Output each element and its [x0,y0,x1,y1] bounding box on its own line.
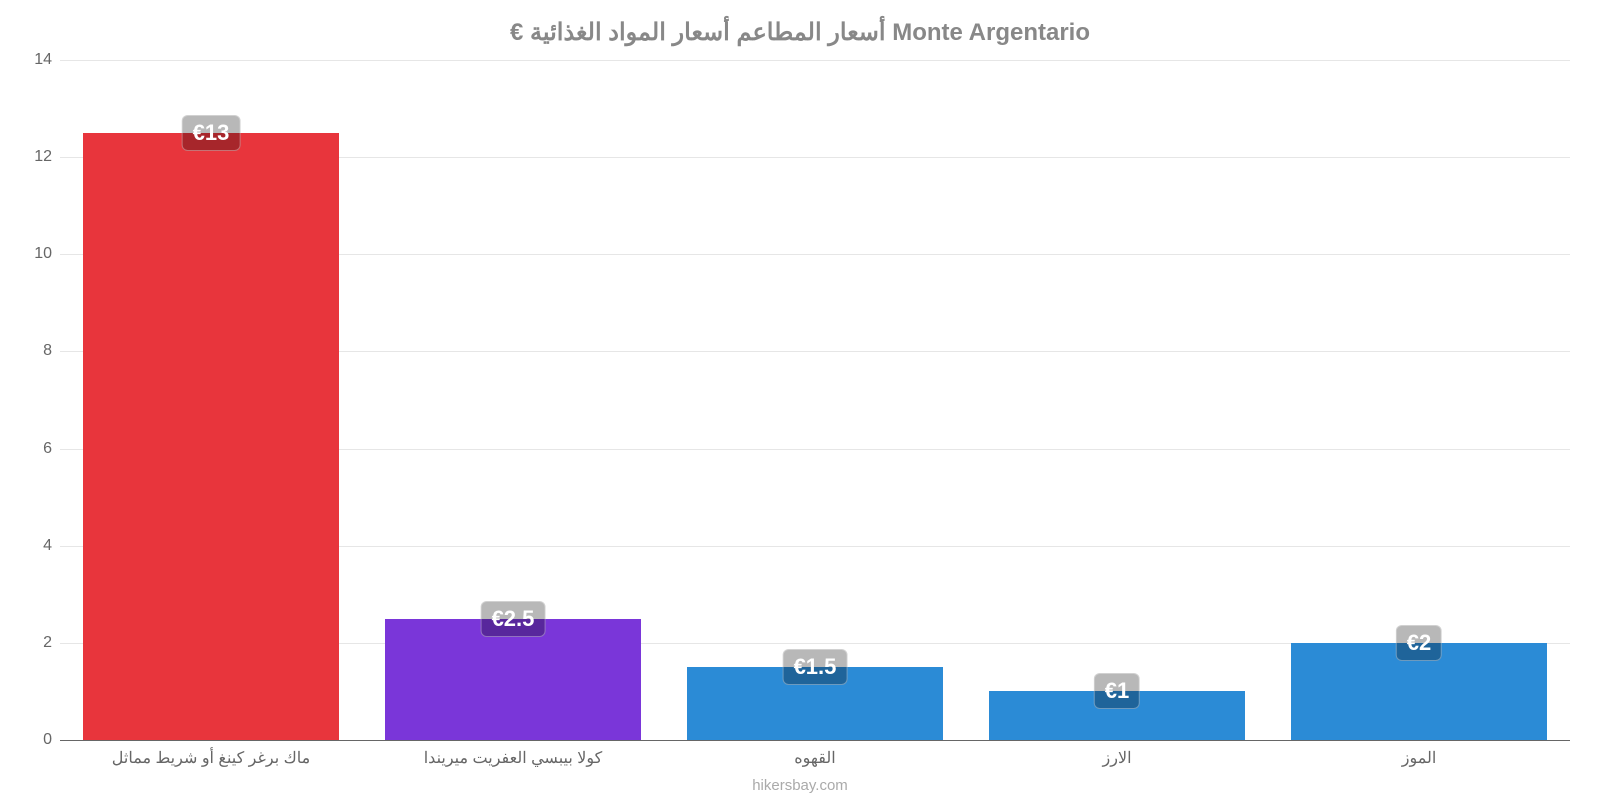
bar-value-label: €13 [182,115,241,151]
chart-container: Monte Argentario أسعار المطاعم أسعار الم… [0,0,1600,800]
y-tick-label: 2 [43,634,52,652]
y-tick-label: 0 [43,731,52,749]
bar: €1.5 [687,667,944,740]
bar: €13 [83,133,340,740]
x-tick-label: الموز [1402,748,1437,768]
bar: €2.5 [385,619,642,740]
y-tick-label: 8 [43,342,52,360]
bar-value-label: €2.5 [481,601,546,637]
bar: €1 [989,691,1246,740]
gridline [60,60,1570,61]
y-tick-label: 14 [34,51,52,69]
bar-value-label: €2 [1396,625,1442,661]
bar: €2 [1291,643,1548,740]
x-tick-label: كولا بيبسي العفريت ميريندا [424,748,603,768]
x-tick-label: ماك برغر كينغ أو شريط مماثل [112,748,310,768]
y-tick-label: 4 [43,537,52,555]
plot-area: 02468101214€13ماك برغر كينغ أو شريط مماث… [60,60,1570,741]
attribution: hikersbay.com [0,777,1600,794]
x-tick-label: القهوه [794,748,835,768]
chart-title: Monte Argentario أسعار المطاعم أسعار الم… [0,18,1600,47]
y-tick-label: 10 [34,245,52,263]
bar-value-label: €1.5 [783,649,848,685]
bar-value-label: €1 [1094,673,1140,709]
y-tick-label: 12 [34,148,52,166]
x-tick-label: الارز [1102,748,1131,768]
y-tick-label: 6 [43,440,52,458]
